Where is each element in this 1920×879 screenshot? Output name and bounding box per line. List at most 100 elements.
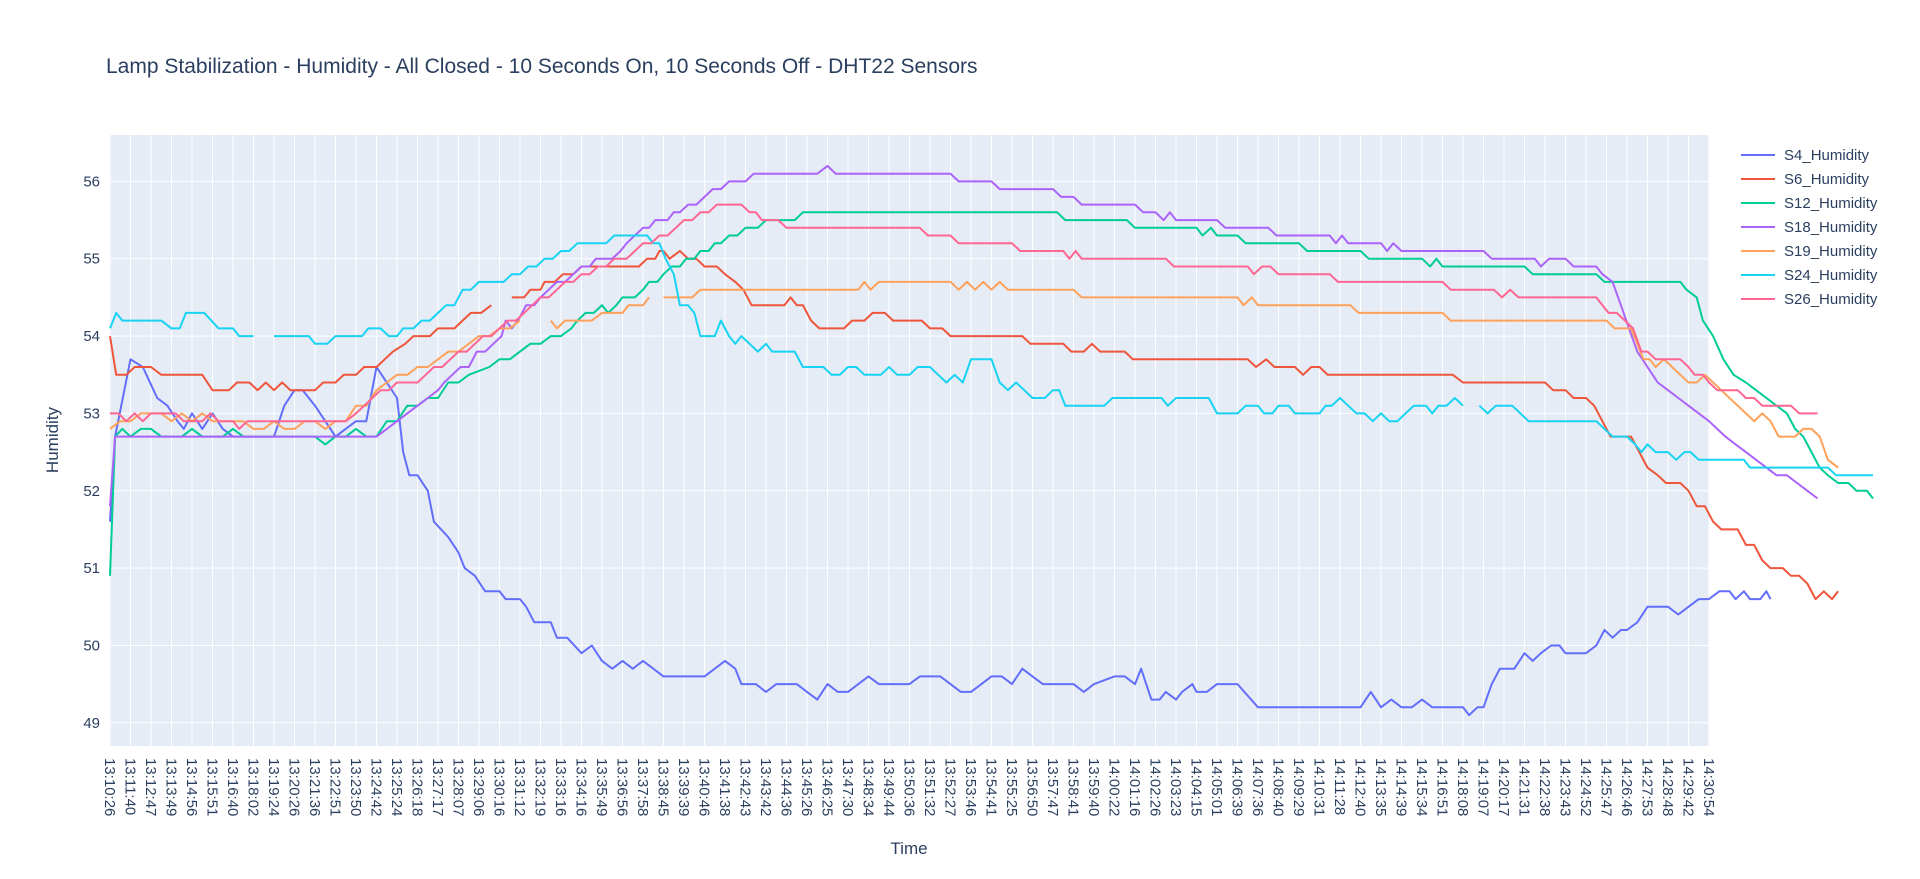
y-tick-label: 53	[83, 405, 100, 422]
legend-item-s4-humidity[interactable]: S4_Humidity	[1741, 147, 1870, 164]
x-tick-label: 13:33:16	[552, 758, 569, 816]
legend-item-s6-humidity[interactable]: S6_Humidity	[1741, 171, 1870, 188]
x-tick-label: 14:11:28	[1331, 758, 1348, 815]
x-tick-label: 13:31:12	[511, 758, 528, 816]
x-tick-label: 13:22:51	[327, 758, 344, 816]
x-tick-label: 14:03:23	[1167, 758, 1184, 816]
x-tick-label: 14:01:16	[1126, 758, 1143, 816]
x-tick-label: 14:16:51	[1434, 758, 1451, 816]
x-tick-label: 14:30:54	[1700, 758, 1717, 816]
x-tick-label: 14:20:17	[1495, 758, 1512, 816]
x-tick-label: 13:51:32	[921, 758, 938, 816]
x-tick-label: 14:05:01	[1208, 758, 1225, 816]
x-tick-label: 13:36:56	[614, 758, 631, 816]
x-tick-label: 13:44:36	[778, 758, 795, 816]
series-line-s18-humidity	[109, 164, 1819, 507]
legend-label: S4_Humidity	[1784, 147, 1870, 164]
legend-item-s19-humidity[interactable]: S19_Humidity	[1741, 243, 1878, 260]
legend-label: S12_Humidity	[1784, 195, 1878, 212]
x-tick-label: 13:29:06	[470, 758, 487, 816]
x-tick-label: 13:58:41	[1065, 758, 1082, 816]
x-tick-label: 13:20:26	[286, 758, 303, 816]
x-tick-label: 13:38:45	[655, 758, 672, 816]
x-tick-label: 13:41:38	[716, 758, 733, 816]
x-tick-label: 14:07:36	[1249, 758, 1266, 816]
series-line-s4-humidity	[109, 358, 1772, 717]
x-tick-label: 14:19:07	[1475, 758, 1492, 816]
x-tick-label: 13:23:50	[347, 758, 364, 816]
x-tick-label: 13:26:18	[409, 758, 426, 816]
x-tick-label: 14:13:35	[1372, 758, 1389, 816]
x-tick-label: 13:27:17	[429, 758, 446, 816]
x-tick-label: 13:28:07	[450, 758, 467, 816]
x-tick-label: 13:21:36	[306, 758, 323, 816]
series-line-s19-humidity	[109, 280, 1839, 469]
series-line-s26-humidity	[110, 203, 1818, 430]
legend-label: S24_Humidity	[1784, 267, 1878, 284]
x-tick-label: 13:16:40	[224, 758, 241, 816]
x-tick-label: 14:12:40	[1352, 758, 1369, 816]
x-tick-label: 13:11:40	[122, 758, 139, 815]
x-tick-label: 13:55:25	[1003, 758, 1020, 816]
x-tick-label: 13:48:34	[860, 758, 877, 816]
x-tick-label: 14:18:08	[1454, 758, 1471, 816]
legend-item-s12-humidity[interactable]: S12_Humidity	[1741, 195, 1878, 212]
x-tick-label: 14:02:26	[1147, 758, 1164, 816]
series-line-s24-humidity	[109, 234, 1873, 477]
x-tick-label: 14:10:31	[1311, 758, 1328, 816]
y-tick-label: 50	[83, 637, 100, 654]
x-tick-label: 13:32:19	[532, 758, 549, 816]
legend-label: S19_Humidity	[1784, 243, 1878, 260]
x-tick-label: 14:06:39	[1229, 758, 1246, 816]
y-tick-label: 52	[83, 483, 100, 500]
x-tick-label: 14:14:39	[1393, 758, 1410, 816]
x-tick-label: 13:57:47	[1044, 758, 1061, 816]
x-tick-label: 14:22:38	[1536, 758, 1553, 816]
x-tick-label: 13:39:39	[675, 758, 692, 816]
legend[interactable]: S4_Humidity S6_Humidity S12_Humidity S18_Hu…	[1741, 147, 1878, 308]
x-tick-label: 14:08:40	[1270, 758, 1287, 816]
x-tick-label: 13:52:27	[942, 758, 959, 816]
x-tick-label: 13:47:30	[839, 758, 856, 816]
x-tick-label: 13:56:50	[1024, 758, 1041, 816]
x-tick-label: 14:27:53	[1639, 758, 1656, 816]
legend-label: S18_Humidity	[1784, 219, 1878, 236]
x-tick-label: 13:45:26	[798, 758, 815, 816]
chart-title: Lamp Stabilization - Humidity - All Clos…	[106, 55, 978, 78]
y-axis-title: Humidity	[43, 406, 62, 473]
x-tick-label: 13:10:26	[101, 758, 118, 816]
x-tick-label: 14:15:34	[1413, 758, 1430, 816]
x-tick-label: 13:37:58	[634, 758, 651, 816]
x-tick-label: 13:30:16	[491, 758, 508, 816]
legend-item-s26-humidity[interactable]: S26_Humidity	[1741, 291, 1878, 308]
legend-item-s18-humidity[interactable]: S18_Humidity	[1741, 219, 1878, 236]
x-tick-label: 14:04:15	[1188, 758, 1205, 816]
x-tick-label: 13:53:46	[962, 758, 979, 816]
series-layer	[109, 164, 1874, 717]
x-tick-label: 13:46:25	[819, 758, 836, 816]
x-tick-label: 14:29:42	[1680, 758, 1697, 816]
x-tick-label: 13:54:41	[983, 758, 1000, 816]
y-tick-label: 51	[83, 560, 100, 577]
x-tick-label: 14:23:43	[1557, 758, 1574, 816]
gridlines	[109, 135, 1710, 746]
y-tick-label: 49	[83, 715, 100, 732]
x-tick-label: 13:15:51	[204, 758, 221, 816]
x-tick-label: 13:59:40	[1085, 758, 1102, 816]
x-tick-label: 14:21:31	[1516, 758, 1533, 816]
x-tick-label: 13:50:36	[901, 758, 918, 816]
y-tick-label: 54	[83, 328, 100, 345]
x-tick-label: 14:25:47	[1598, 758, 1615, 816]
x-tick-label: 13:25:24	[388, 758, 405, 816]
x-tick-label: 13:18:02	[245, 758, 262, 816]
legend-item-s24-humidity[interactable]: S24_Humidity	[1741, 267, 1878, 284]
x-tick-label: 13:13:49	[163, 758, 180, 816]
x-tick-label: 13:24:42	[368, 758, 385, 816]
x-tick-label: 13:14:56	[183, 758, 200, 816]
x-tick-label: 14:09:29	[1290, 758, 1307, 816]
x-axis-title: Time	[890, 839, 927, 858]
x-tick-label: 13:12:47	[142, 758, 159, 816]
legend-label: S26_Humidity	[1784, 291, 1878, 308]
y-tick-label: 56	[83, 173, 100, 190]
